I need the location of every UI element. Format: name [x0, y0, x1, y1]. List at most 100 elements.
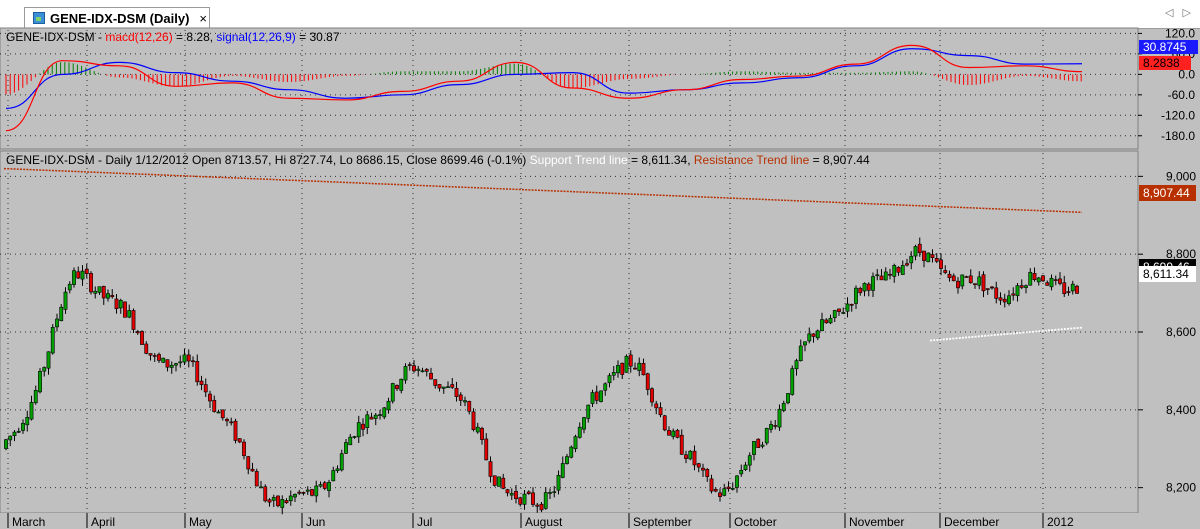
resistance-trend-line: [3, 167, 1083, 214]
candle-body: [161, 357, 166, 363]
month-label: Jun: [306, 515, 325, 529]
candle-body: [658, 407, 663, 416]
candle-body: [641, 363, 646, 376]
signal-line: [5, 48, 1083, 110]
candle-body: [450, 384, 455, 388]
candle-body: [752, 441, 756, 455]
month-label: 2012: [1047, 515, 1074, 529]
candle-body: [110, 295, 115, 298]
candle-body: [314, 485, 319, 497]
candle-body: [352, 436, 357, 438]
candle-body: [905, 263, 909, 266]
candle-body: [471, 411, 476, 430]
candle-body: [1070, 283, 1075, 292]
candle-body: [416, 368, 421, 371]
candle-body: [322, 482, 327, 489]
candle-body: [263, 486, 268, 502]
support-badge: 8,611.34: [1143, 267, 1189, 281]
candle-body: [705, 469, 710, 477]
candle-body: [798, 345, 803, 362]
candle-body: [701, 467, 705, 471]
candle-body: [760, 444, 765, 447]
candle-body: [552, 491, 557, 494]
candle-body: [611, 372, 616, 376]
scroll-arrows-icon[interactable]: ◁ ▷: [1165, 7, 1194, 19]
macd-y-tick-label: 0.0: [1178, 67, 1195, 81]
candle-body: [888, 273, 892, 276]
candle-body: [735, 475, 739, 488]
candle-body: [803, 341, 807, 346]
candle-body: [709, 478, 714, 492]
candle-body: [820, 319, 824, 332]
candle-body: [144, 343, 149, 354]
candle-body: [973, 283, 977, 285]
candle-body: [114, 298, 119, 310]
candle-body: [964, 276, 969, 278]
candle-body: [382, 407, 387, 418]
close-tab-icon[interactable]: ×: [199, 10, 207, 26]
candle-body: [930, 254, 935, 258]
candle-body: [267, 499, 272, 503]
candle-body: [463, 400, 467, 403]
candle-body: [509, 493, 514, 496]
candle-body: [1066, 291, 1071, 293]
month-label: March: [12, 515, 45, 529]
candle-body: [582, 417, 586, 430]
candle-body: [837, 308, 841, 312]
candle-body: [441, 386, 446, 389]
candle-body: [259, 486, 263, 489]
candle-body: [556, 475, 561, 491]
candle-body: [1058, 278, 1062, 284]
candle-body: [922, 250, 926, 261]
candle-body: [356, 422, 361, 438]
macd-y-tick-label: -60.0: [1168, 88, 1196, 102]
candle-body: [1024, 285, 1028, 288]
candle-body: [1049, 277, 1054, 288]
signal-badge: 30.8745: [1143, 40, 1187, 54]
x-axis: March April May Jun Jul August September Octobe…: [7, 513, 1074, 529]
candle-body: [696, 463, 701, 468]
candle-body: [730, 488, 735, 490]
candle-body: [713, 489, 718, 492]
candle-body: [344, 442, 348, 454]
candle-body: [407, 364, 412, 366]
candle-body: [535, 504, 540, 507]
price-panel: [0, 150, 1139, 514]
candle-body: [807, 333, 812, 342]
candle-body: [569, 446, 574, 458]
candle-body: [433, 379, 438, 386]
candle-body: [841, 312, 846, 314]
candle-body: [667, 430, 671, 436]
candle-body: [293, 494, 297, 498]
candle-body: [1019, 285, 1024, 288]
candle-body: [603, 383, 608, 391]
candle-body: [12, 431, 17, 436]
candle-body: [280, 499, 285, 508]
chart-tab[interactable]: GENE-IDX-DSM (Daily) ×: [24, 7, 210, 28]
candle-body: [288, 495, 293, 502]
candle-body: [1045, 282, 1050, 286]
candle-body: [1032, 273, 1037, 280]
candle-body: [909, 255, 914, 264]
candle-body: [488, 461, 493, 477]
candle-body: [951, 275, 956, 282]
candle-body: [756, 438, 761, 448]
candle-body: [994, 287, 999, 299]
candle-body: [33, 390, 38, 404]
candle-body: [866, 283, 871, 291]
candle-body: [152, 355, 157, 357]
candle-body: [501, 477, 506, 489]
candle-body: [879, 275, 884, 281]
candle-body: [331, 470, 336, 482]
month-label: April: [91, 515, 115, 529]
candle-body: [335, 468, 340, 472]
candle-body: [348, 436, 353, 446]
candle-body: [543, 492, 548, 509]
candles: [4, 237, 1079, 515]
price-y-tick-label: 9,000: [1166, 169, 1196, 183]
macd-badge: 8.2838: [1143, 56, 1180, 70]
candle-body: [118, 300, 123, 309]
candle-body: [586, 404, 591, 419]
candle-body: [688, 450, 693, 460]
